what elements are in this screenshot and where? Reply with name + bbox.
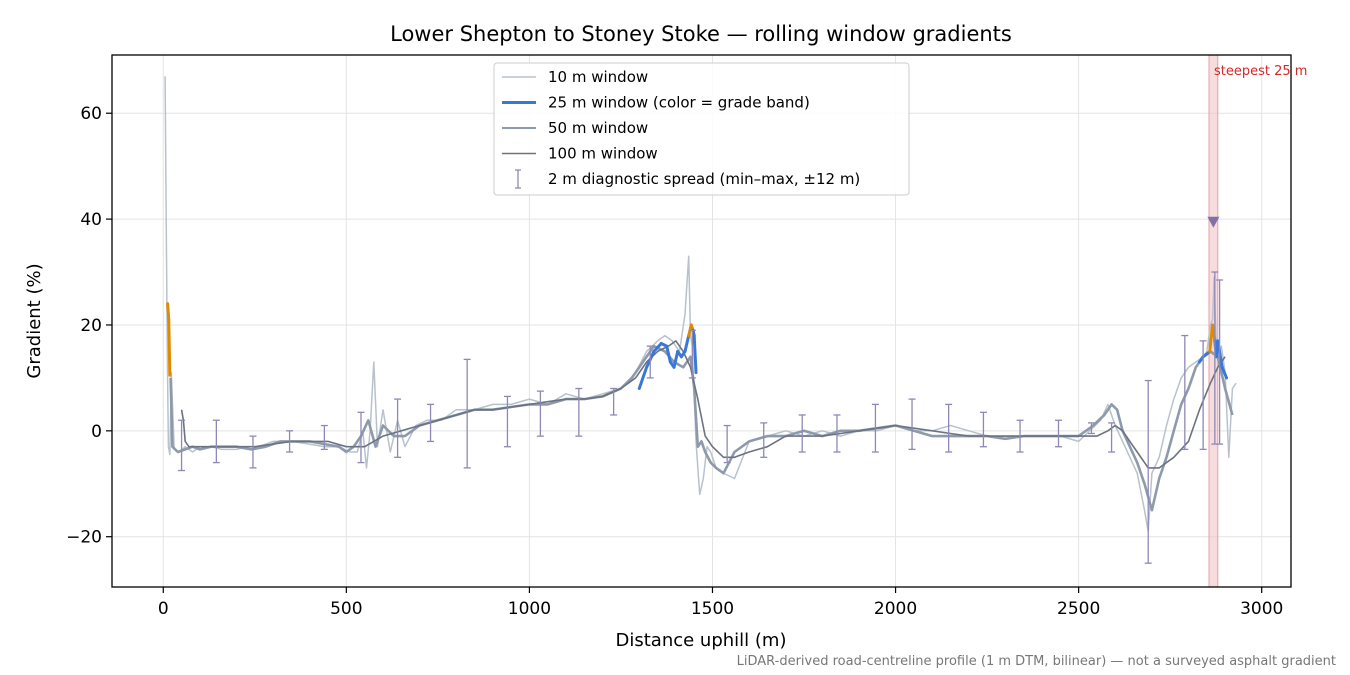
series-25m-segment <box>1222 371 1229 380</box>
axes: 0 500 1000 1500 2000 2500 3000 −20 0 20 40 60 <box>66 54 1292 619</box>
series-25m-segment <box>672 349 680 369</box>
steepest-highlight-band <box>1208 55 1219 587</box>
series-25m-segment <box>652 341 663 353</box>
y-tick-label: 60 <box>80 104 102 124</box>
y-tick-label: −20 <box>66 528 102 548</box>
x-tick-label: 500 <box>330 599 362 619</box>
x-tick-label: 1500 <box>691 599 734 619</box>
series-25m-segment <box>166 302 171 322</box>
series-group <box>164 55 1237 587</box>
legend: 10 m window 25 m window (color = grade ba… <box>493 62 910 196</box>
steepest-annotation: steepest 25 m <box>1214 64 1307 79</box>
legend-label: 10 m window <box>548 68 648 86</box>
series-25m-segment <box>1218 352 1224 369</box>
y-tick-label: 40 <box>80 210 102 230</box>
legend-label: 100 m window <box>548 145 658 163</box>
plot-area: steepest 25 m <box>112 55 1307 587</box>
series-25m-segment <box>665 344 672 364</box>
legend-label: 50 m window <box>548 119 648 137</box>
series-25m-segment <box>637 365 649 390</box>
y-tick-label: 0 <box>91 422 102 442</box>
footnote: LiDAR-derived road-centreline profile (1… <box>737 654 1336 669</box>
chart-title: Lower Shepton to Stoney Stoke — rolling … <box>390 22 1012 46</box>
series-100m-line <box>180 340 1226 469</box>
series-25m-segment <box>683 334 691 353</box>
series-25m-segment <box>692 334 698 375</box>
y-axis-title: Gradient (%) <box>24 263 45 378</box>
legend-label: 2 m diagnostic spread (min–max, ±12 m) <box>548 170 860 188</box>
legend-label: 25 m window (color = grade band) <box>548 94 810 112</box>
x-tick-label: 3000 <box>1240 599 1283 619</box>
x-axis-title: Distance uphill (m) <box>616 630 787 651</box>
x-tick-label: 2500 <box>1057 599 1100 619</box>
x-tick-label: 0 <box>158 599 169 619</box>
legend-box <box>493 62 910 196</box>
x-tick-label: 2000 <box>874 599 917 619</box>
y-tick-label: 20 <box>80 316 102 336</box>
steepest-marker <box>1207 216 1220 228</box>
plot-frame <box>111 54 1292 588</box>
series-25m-segment <box>167 318 172 377</box>
x-tick-label: 1000 <box>508 599 551 619</box>
